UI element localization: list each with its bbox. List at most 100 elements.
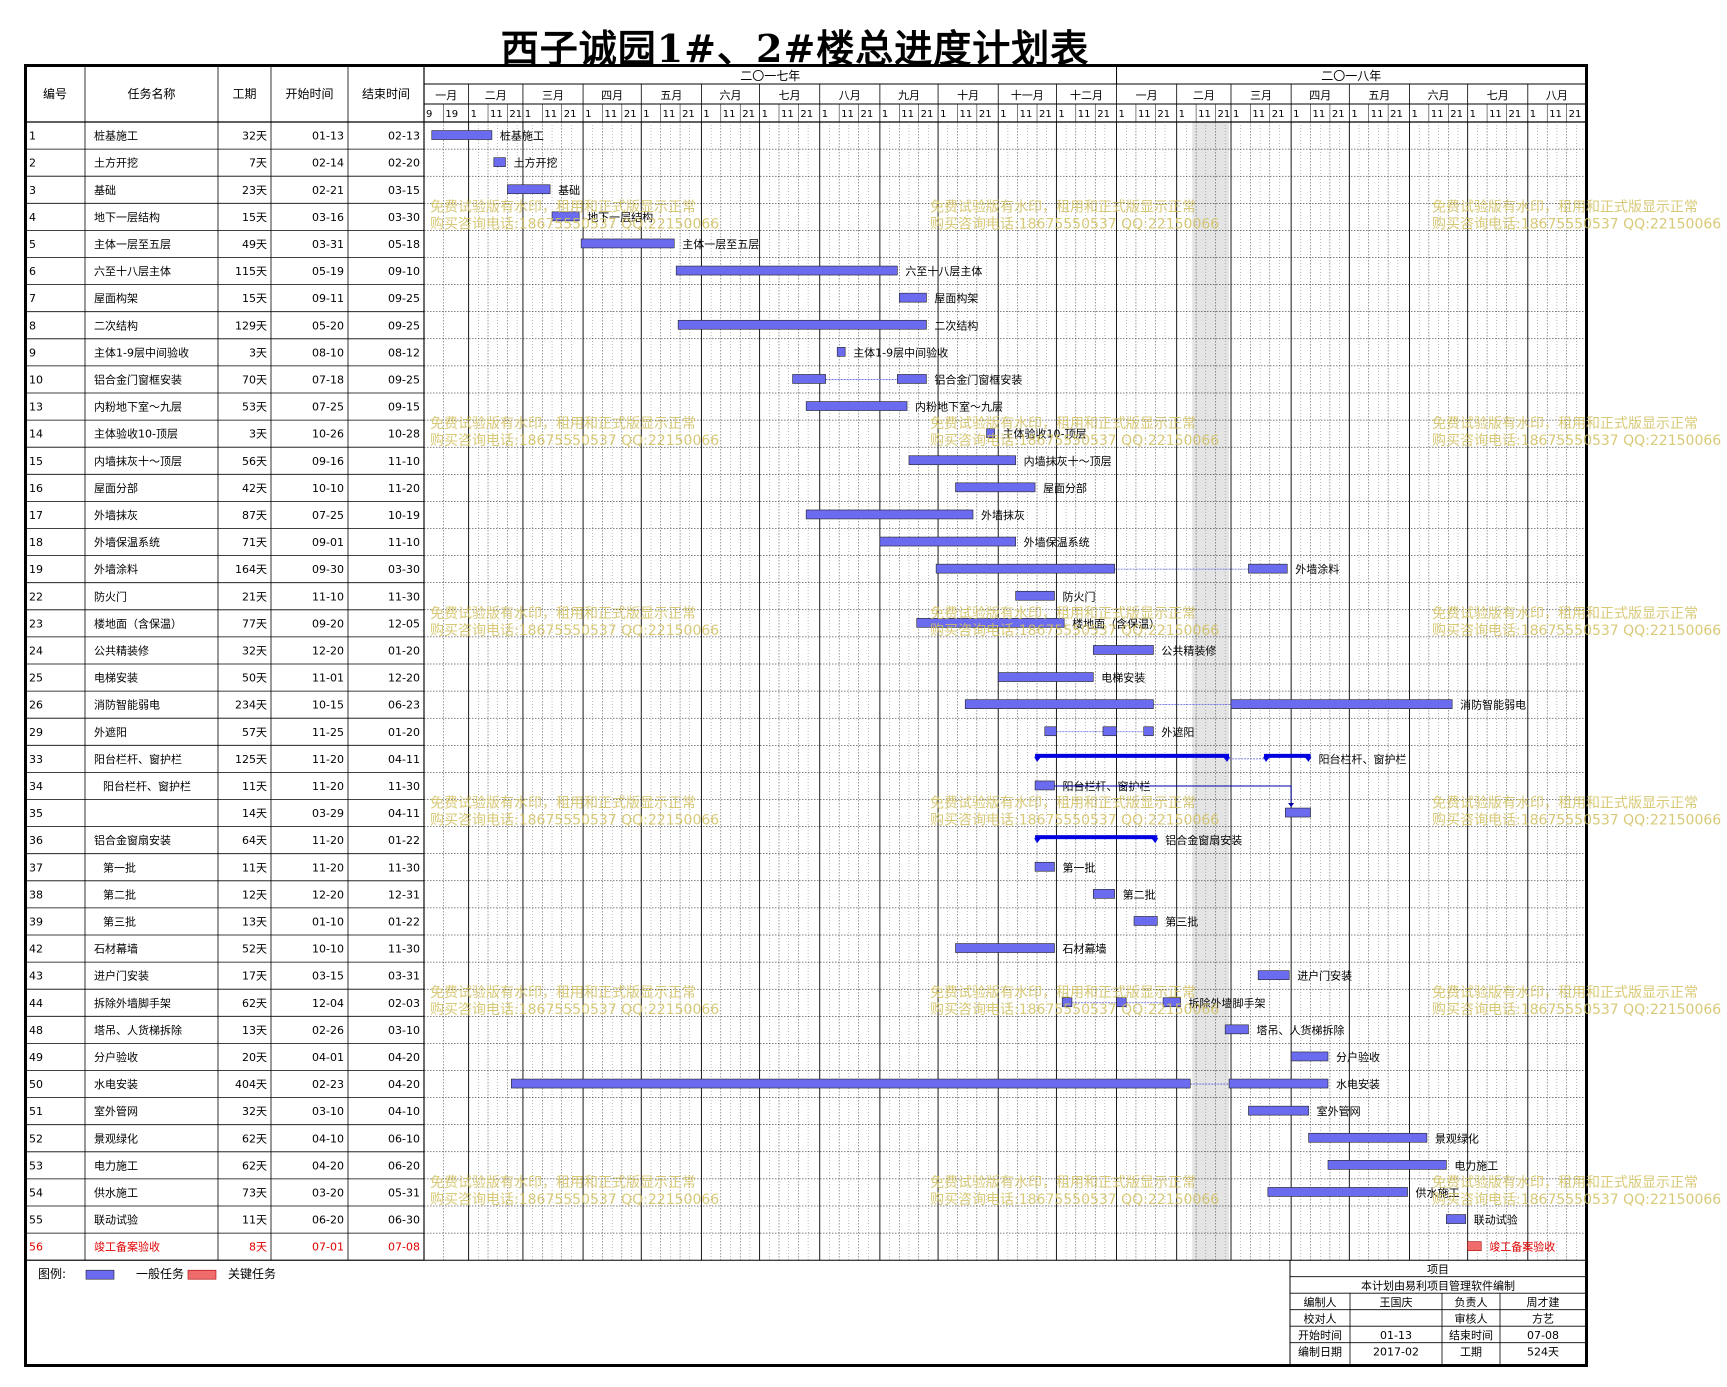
task-end: 06-23: [388, 699, 420, 712]
info-cell: 01-13: [1380, 1329, 1412, 1342]
month-label: 三月: [1250, 89, 1272, 102]
task-duration: 77天: [242, 617, 267, 630]
watermark-line-1: 免费试验版有水印，租用和正式版显示正常: [430, 985, 696, 1001]
watermark-line-2: 购买咨询电话:18675550537 QQ:22150066: [930, 1192, 1219, 1208]
day-tick-label: 21: [1157, 109, 1170, 120]
task-end: 03-30: [388, 563, 420, 576]
task-start: 11-10: [312, 590, 344, 603]
task-duration: 71天: [242, 536, 267, 549]
task-duration: 13天: [242, 915, 267, 928]
task-start: 10-10: [312, 482, 344, 495]
bar-label: 地下一层结构: [587, 210, 653, 224]
day-tick-label: 1: [1293, 109, 1299, 120]
task-start: 04-10: [312, 1132, 344, 1145]
summary-bar: [1035, 753, 1230, 758]
day-tick-label: 1: [1470, 109, 1476, 120]
month-label: 四月: [601, 89, 623, 102]
task-end: 12-20: [388, 672, 420, 685]
task-name: 消防智能弱电: [94, 698, 160, 712]
task-start: 12-20: [312, 644, 344, 657]
task-end: 03-15: [388, 184, 420, 197]
watermark-line-1: 免费试验版有水印，租用和正式版显示正常: [430, 796, 696, 812]
task-name: 第二批: [103, 887, 136, 901]
watermark-line-2: 购买咨询电话:18675550537 QQ:22150066: [1432, 433, 1721, 449]
day-tick-label: 11: [604, 109, 617, 120]
month-label: 五月: [1368, 89, 1390, 102]
task-id: 34: [29, 780, 43, 793]
task-id: 14: [29, 428, 43, 441]
task-duration: 125天: [235, 753, 267, 766]
summary-bar-start-cap: [1262, 756, 1270, 762]
task-name: 铝合金窗扇安装: [94, 833, 171, 847]
task-end: 01-20: [388, 726, 420, 739]
task-start: 07-25: [312, 509, 344, 522]
task-id: 37: [29, 861, 43, 874]
task-bar: [1162, 997, 1181, 1008]
task-name: 水电安装: [94, 1077, 138, 1091]
month-label: 六月: [1428, 89, 1450, 102]
task-start: 03-31: [312, 238, 344, 251]
task-duration: 57天: [242, 726, 267, 739]
task-id: 54: [29, 1186, 43, 1199]
task-end: 04-11: [388, 753, 420, 766]
task-duration: 3天: [249, 428, 267, 441]
task-bar: [1285, 807, 1311, 818]
task-duration: 56天: [242, 455, 267, 468]
task-name: 进户门安装: [94, 969, 149, 983]
task-end: 11-30: [388, 780, 420, 793]
legend-normal-swatch: [85, 1269, 115, 1280]
task-duration: 73天: [242, 1186, 267, 1199]
day-tick-label: 11: [1549, 109, 1562, 120]
watermark-line-2: 购买咨询电话:18675550537 QQ:22150066: [1432, 623, 1721, 639]
task-bar: [1446, 1214, 1467, 1224]
task-name: 主体一层至五层: [94, 237, 171, 251]
task-name: 屋面分部: [94, 481, 138, 495]
task-bar: [898, 292, 927, 303]
task-duration: 115天: [235, 265, 267, 278]
bar-label: 第一批: [1062, 860, 1095, 874]
task-id: 36: [29, 834, 43, 847]
task-duration: 70天: [242, 373, 267, 386]
task-start: 12-20: [312, 888, 344, 901]
task-id: 9: [29, 346, 36, 359]
task-duration: 42天: [242, 482, 267, 495]
task-id: 52: [29, 1132, 43, 1145]
task-duration: 11天: [242, 780, 267, 793]
task-id: 5: [29, 238, 36, 251]
summary-bar-start-cap: [1034, 756, 1042, 762]
day-tick-label: 1: [762, 109, 768, 120]
bar-label: 屋面构架: [934, 291, 978, 305]
task-name: 石材幕墙: [94, 942, 138, 956]
task-id: 26: [29, 699, 43, 712]
task-start: 11-25: [312, 726, 344, 739]
bar-label: 塔吊、人货梯拆除: [1256, 1023, 1344, 1037]
month-label: 八月: [1546, 89, 1568, 102]
task-bar: [997, 672, 1094, 682]
task-end: 04-11: [388, 807, 420, 820]
watermark-line-1: 免费试验版有水印，租用和正式版显示正常: [1432, 416, 1698, 432]
task-bar: [1092, 889, 1115, 899]
bar-label: 拆除外墙脚手架: [1189, 996, 1266, 1010]
day-tick-label: 21: [1450, 109, 1463, 120]
day-tick-label: 11: [1371, 109, 1384, 120]
task-id: 8: [29, 319, 36, 332]
summary-bar-end-cap: [1304, 756, 1312, 762]
month-label: 三月: [542, 89, 564, 102]
watermark-line-1: 免费试验版有水印，租用和正式版显示正常: [930, 606, 1196, 622]
watermark-line-1: 免费试验版有水印，租用和正式版显示正常: [930, 199, 1196, 215]
watermark-line-2: 购买咨询电话:18675550537 QQ:22150066: [1432, 1192, 1721, 1208]
bar-label: 外墙抹灰: [981, 508, 1025, 522]
task-start: 09-11: [312, 292, 344, 305]
bar-label: 内粉地下室～九层: [915, 400, 1003, 414]
task-start: 11-20: [312, 834, 344, 847]
bar-label: 外遮阳: [1161, 725, 1194, 739]
task-start: 07-01: [312, 1241, 344, 1254]
task-duration: 64天: [242, 834, 267, 847]
year-label: 二〇一七年: [740, 69, 800, 83]
day-tick-label: 1: [1351, 109, 1357, 120]
info-cell: 2017-02: [1373, 1346, 1419, 1359]
task-start: 11-01: [312, 672, 344, 685]
watermark-line-1: 免费试验版有水印，租用和正式版显示正常: [430, 606, 696, 622]
info-cell: 编制人: [1304, 1295, 1337, 1309]
